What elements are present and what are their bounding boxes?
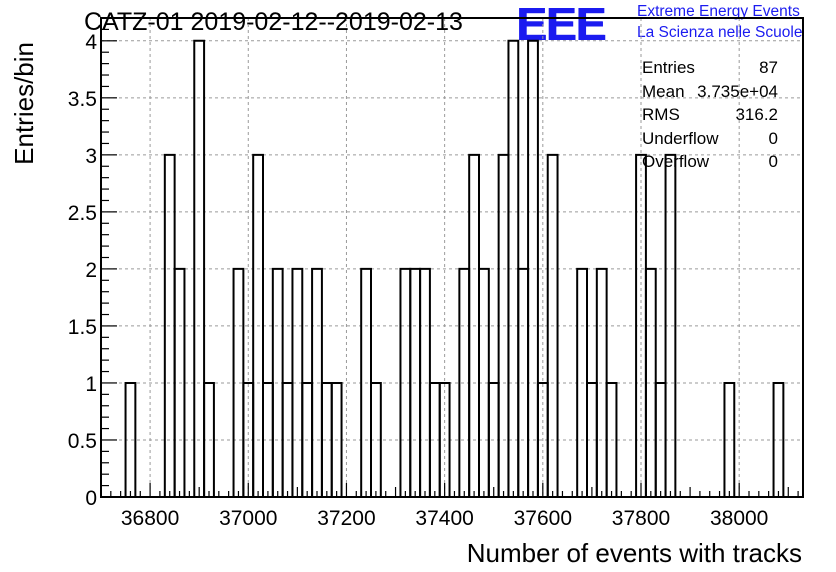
stats-row: Underflow 0 <box>642 129 778 153</box>
histogram-bin <box>193 39 206 497</box>
x-tick-label: 38000 <box>710 507 768 530</box>
stats-row: Overflow 0 <box>642 152 778 176</box>
stats-box: Entries 87 Mean 3.735e+04 RMS 316.2 Underflow 0… <box>642 58 778 176</box>
histogram-bin <box>203 381 215 497</box>
x-tick-label: 37800 <box>612 507 670 530</box>
histogram-bin <box>723 381 736 497</box>
histogram-bin <box>546 153 559 497</box>
histogram-bin <box>605 381 618 497</box>
x-axis: 36800 37000 37200 37400 37600 37800 38000 <box>100 483 799 530</box>
grid-lines <box>101 18 803 497</box>
histogram-bin <box>772 381 785 497</box>
stats-value: 0 <box>768 152 778 171</box>
x-tick-label: 36800 <box>121 507 179 530</box>
logo-line-1: Extreme Energy Events <box>637 3 800 20</box>
y-tick-label: 1 <box>85 373 97 396</box>
y-tick-label: 0 <box>85 487 97 510</box>
y-axis: 0 0.5 1 1.5 2 2.5 3 3.5 4 <box>68 17 117 510</box>
stats-value: 87 <box>759 58 778 77</box>
stats-key: Mean <box>642 81 685 101</box>
stats-row: Entries 87 <box>642 58 778 82</box>
histogram-bin <box>173 267 186 497</box>
x-tick-label: 37000 <box>219 507 277 530</box>
x-tick-label: 37600 <box>514 507 572 530</box>
y-tick-label: 3 <box>85 145 97 168</box>
histogram-bin <box>664 153 677 497</box>
histogram-bin <box>124 381 137 497</box>
stats-row: Mean 3.735e+04 <box>642 82 778 106</box>
y-tick-label: 2 <box>85 259 97 282</box>
chart-title: CATZ-01 2019-02-12--2019-02-13 <box>84 8 463 36</box>
stats-value: 3.735e+04 <box>697 81 778 101</box>
stats-row: RMS 316.2 <box>642 105 778 129</box>
histogram-bin <box>527 39 539 497</box>
y-tick-label: 3.5 <box>68 88 97 111</box>
histogram-bin <box>370 381 382 497</box>
stats-key: Underflow <box>642 128 719 148</box>
histogram-bars <box>124 39 785 497</box>
stats-key: Entries <box>642 58 695 77</box>
histogram-bin <box>252 153 264 497</box>
logo-line-2: La Scienza nelle Scuole <box>637 24 803 41</box>
x-tick-label: 37400 <box>415 507 473 530</box>
x-axis-label: Number of events with tracks <box>467 538 802 568</box>
y-tick-label: 1.5 <box>68 316 97 339</box>
stats-value: 316.2 <box>735 105 778 124</box>
y-tick-label: 0.5 <box>68 430 97 453</box>
histogram-bin <box>330 381 343 497</box>
stats-value: 0 <box>768 128 778 148</box>
stats-key: RMS <box>642 105 680 124</box>
y-axis-label: Entries/bin <box>9 42 39 165</box>
y-tick-label: 2.5 <box>68 202 97 225</box>
x-tick-label: 37200 <box>317 507 375 530</box>
y-tick-label: 4 <box>85 31 97 54</box>
histogram-bin <box>438 381 451 497</box>
stats-key: Overflow <box>642 152 710 171</box>
